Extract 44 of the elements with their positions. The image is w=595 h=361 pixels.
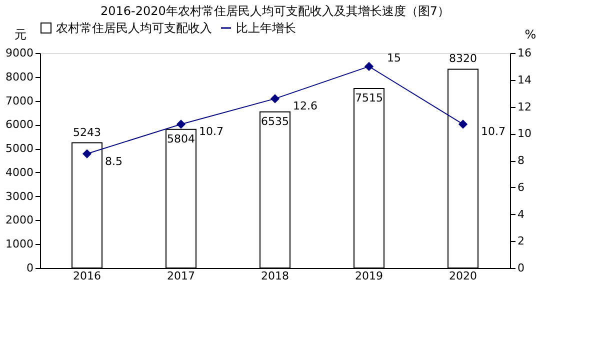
data-label: 8.5 bbox=[105, 154, 122, 168]
y-tick-label: 2000 bbox=[6, 214, 34, 227]
y-tick-label: 7000 bbox=[6, 94, 34, 108]
x-tick-label: 2020 bbox=[449, 270, 477, 282]
y2-tick-label: 16 bbox=[518, 46, 532, 60]
legend-label: 农村常住居民人均可支配收入 bbox=[56, 21, 212, 35]
y2-tick-label: 12 bbox=[518, 100, 532, 114]
legend-label: 比上年增长 bbox=[236, 21, 296, 35]
y-tick-label: 6000 bbox=[6, 118, 34, 132]
data-label: 6535 bbox=[261, 114, 289, 128]
chart-title: 2016-2020年农村常住居民人均可支配收入及其增长速度（图7） bbox=[100, 4, 450, 18]
y2-tick-label: 14 bbox=[518, 73, 532, 86]
data-label: 8320 bbox=[449, 52, 477, 66]
data-label: 7515 bbox=[355, 91, 383, 104]
x-tick-label: 2018 bbox=[261, 270, 289, 282]
y-tick-label: 3000 bbox=[6, 190, 34, 203]
point bbox=[364, 62, 374, 71]
y-tick-label: 5000 bbox=[6, 142, 34, 156]
y-tick-label: 1000 bbox=[6, 238, 34, 251]
y2-tick-label: 6 bbox=[518, 180, 524, 194]
data-label: 10.7 bbox=[199, 125, 224, 138]
y2-axis-title: % bbox=[524, 28, 536, 42]
y2-tick-label: 2 bbox=[518, 234, 524, 248]
y2-tick-label: 4 bbox=[518, 208, 524, 221]
data-label: 15 bbox=[387, 51, 401, 64]
y2-tick-label: 10 bbox=[518, 127, 532, 140]
data-label: 5243 bbox=[73, 126, 101, 139]
point bbox=[270, 94, 280, 103]
x-tick-label: 2017 bbox=[167, 270, 195, 282]
x-tick-label: 2019 bbox=[355, 270, 383, 282]
y-tick-label: 0 bbox=[26, 262, 34, 274]
y-axis-title: 元 bbox=[14, 28, 26, 42]
y-tick-label: 4000 bbox=[6, 166, 34, 179]
point bbox=[82, 150, 92, 158]
point bbox=[458, 120, 468, 128]
point bbox=[176, 120, 186, 128]
data-label: 5804 bbox=[167, 132, 195, 146]
data-label: 10.7 bbox=[481, 125, 506, 138]
y-tick-label: 8000 bbox=[6, 70, 34, 84]
y-tick-label: 9000 bbox=[6, 46, 34, 60]
data-label: 12.6 bbox=[293, 100, 318, 113]
y2-tick-label: 0 bbox=[518, 262, 524, 274]
y2-tick-label: 8 bbox=[518, 154, 524, 167]
x-tick-label: 2016 bbox=[73, 270, 101, 282]
